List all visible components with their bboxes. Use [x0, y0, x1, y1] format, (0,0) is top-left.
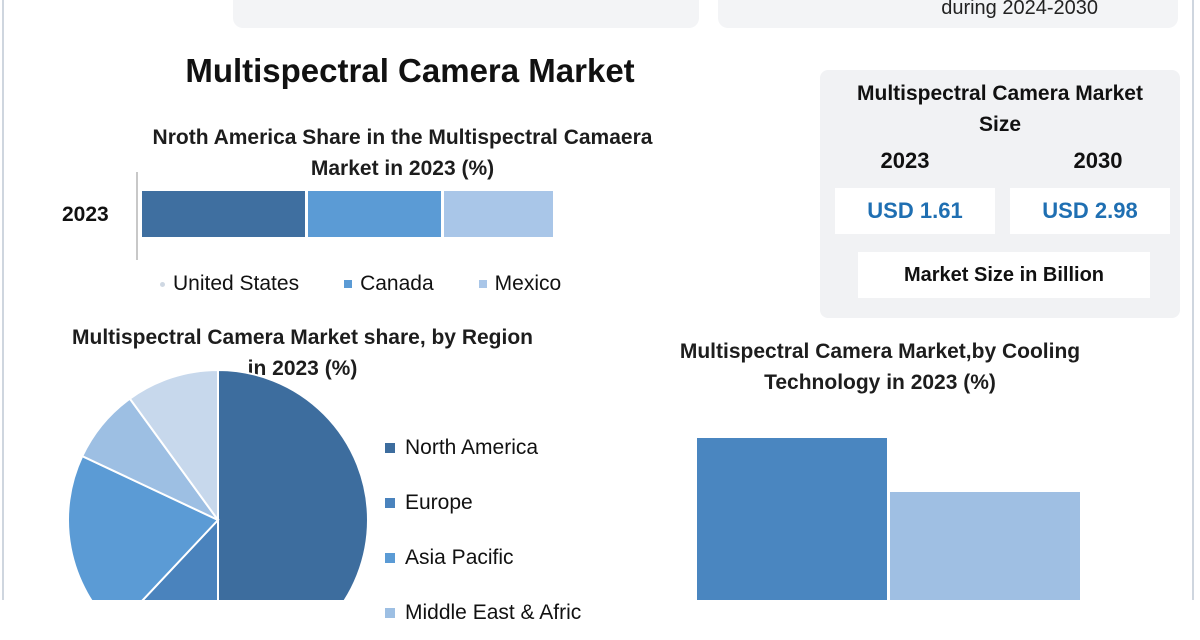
market-size-unit-label: Market Size in Billion — [858, 252, 1150, 298]
market-size-title: Multispectral Camera Market Size — [857, 82, 1143, 136]
pie-legend-item: North America — [385, 420, 581, 475]
stacked-chart-axis — [136, 172, 138, 260]
legend-label: North America — [405, 435, 539, 459]
stacked-bar-segment-united-states — [142, 191, 305, 237]
stacked-bar-segment-mexico — [444, 191, 553, 237]
top-card-left — [233, 0, 699, 28]
pie-legend-item: Asia Pacific — [385, 530, 581, 585]
pie-chart — [67, 368, 369, 600]
pie-legend-item: Europe — [385, 475, 581, 530]
pie-slice-asia-pacific — [67, 454, 220, 600]
legend-swatch — [385, 552, 395, 563]
stacked-bar-segment-canada — [307, 191, 442, 237]
market-size-value-2030: USD 2.98 — [1010, 188, 1170, 234]
stacked-chart-title: Nroth America Share in the Multispectral… — [152, 126, 653, 180]
pie-slice-europe — [141, 517, 219, 600]
infographic-frame — [2, 0, 1194, 600]
cooling-bar-chart — [697, 438, 1080, 600]
legend-label: Canada — [360, 272, 434, 295]
market-size-year-2030: 2030 — [1073, 148, 1123, 173]
legend-swatch — [385, 497, 395, 508]
pie-slice-north-america — [217, 368, 369, 600]
cooling-chart-title: Multispectral Camera Market,by Cooling T… — [679, 340, 1081, 394]
cooling-bar-uncooled — [890, 492, 1080, 600]
market-size-value-2023: USD 1.61 — [835, 188, 995, 234]
legend-swatch — [385, 442, 395, 453]
legend-label: United States — [173, 272, 300, 295]
legend-swatch — [478, 280, 487, 288]
legend-label: Europe — [405, 490, 473, 514]
page-title: Multispectral Camera Market — [185, 52, 635, 89]
legend-label: Mexico — [494, 272, 562, 295]
forecast-period-text: during 2024-2030 — [941, 0, 1098, 19]
stacked-legend-item: Canada — [344, 272, 434, 296]
stacked-legend-item: Mexico — [478, 272, 562, 296]
stacked-legend-item: United States — [160, 272, 299, 296]
legend-swatch — [385, 607, 395, 618]
pie-chart-title: Multispectral Camera Market share, by Re… — [72, 326, 533, 380]
market-size-year-2023: 2023 — [880, 148, 930, 173]
legend-label: Middle East & Afric — [405, 600, 582, 624]
market-size-card: Multispectral Camera Market Size 2023 20… — [820, 70, 1180, 318]
legend-swatch — [344, 280, 353, 288]
top-card-right: during 2024-2030 — [718, 0, 1178, 28]
pie-slice-south-america — [128, 368, 219, 524]
stacked-chart-legend: United States Canada Mexico — [160, 272, 561, 296]
legend-label: Asia Pacific — [405, 545, 514, 569]
stacked-chart-category-label: 2023 — [62, 203, 109, 226]
legend-swatch — [160, 281, 165, 287]
cooling-bar-cooled — [697, 438, 887, 600]
